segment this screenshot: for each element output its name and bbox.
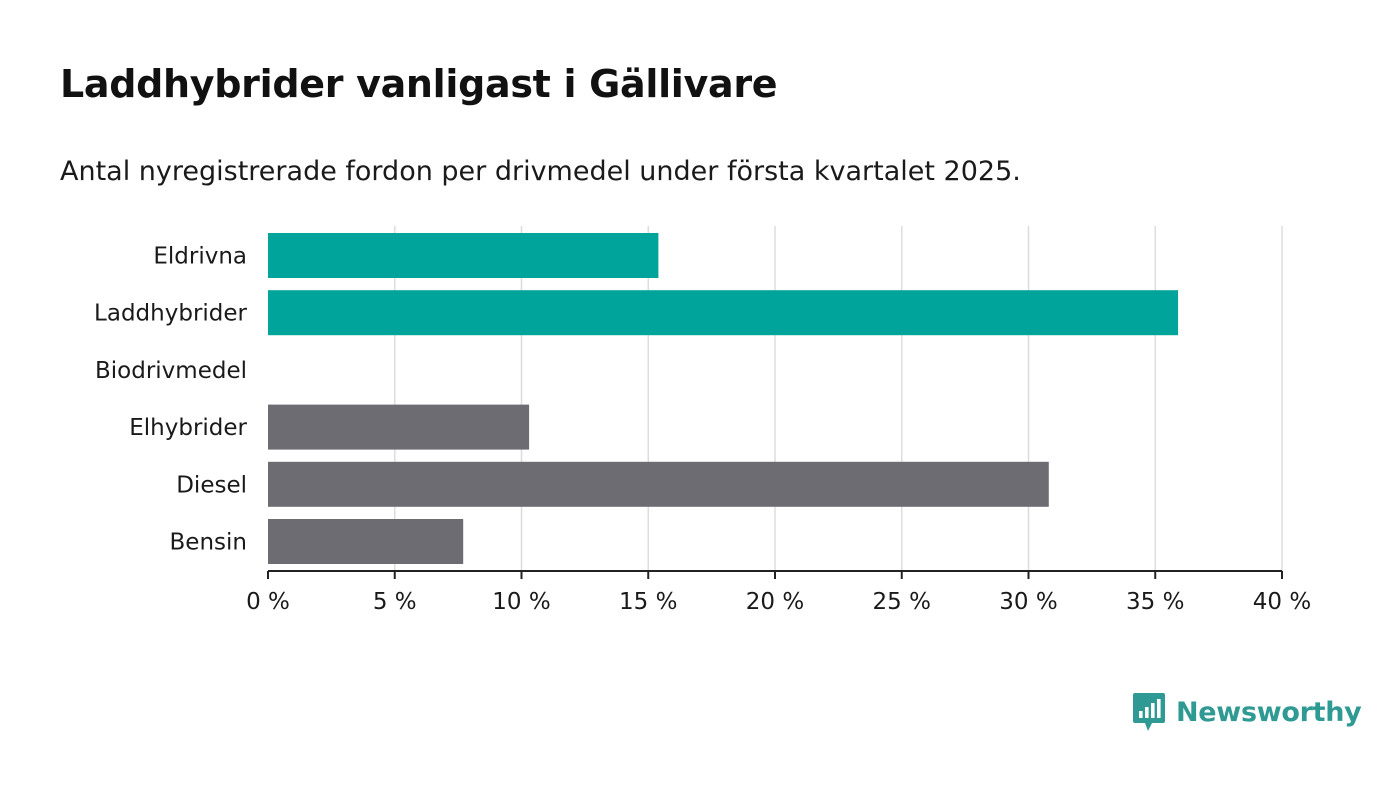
category-label: Diesel	[176, 472, 247, 498]
brand-name: Newsworthy	[1176, 696, 1362, 728]
x-tick-label: 15 %	[619, 589, 677, 615]
bars	[268, 233, 1179, 564]
x-tick-label: 30 %	[999, 589, 1057, 615]
x-tick-label: 25 %	[873, 589, 931, 615]
chart-title: Laddhybrider vanligast i Gällivare	[60, 62, 778, 106]
bar-laddhybrider	[268, 290, 1179, 336]
x-tick-label: 0 %	[246, 589, 290, 615]
category-label: Laddhybrider	[94, 301, 247, 327]
category-labels: Eldrivna Laddhybrider Biodrivmedel Elhybrid…	[94, 244, 247, 556]
bar-elhybrider	[268, 404, 530, 450]
x-axis: 0 % 5 % 10 % 15 % 20 % 25 % 30 % 35 % 40 %	[246, 570, 1311, 615]
newsworthy-logo: Newsworthy	[1132, 692, 1362, 732]
gridlines	[394, 226, 1283, 571]
category-label: Biodrivmedel	[95, 358, 247, 384]
bar-diesel	[268, 461, 1049, 507]
x-tick-label: 5 %	[373, 589, 417, 615]
newsworthy-chat-chart-icon	[1133, 693, 1165, 731]
chart-subtitle: Antal nyregistrerade fordon per drivmede…	[60, 156, 1021, 187]
x-tick-label: 20 %	[746, 589, 804, 615]
category-label: Eldrivna	[153, 244, 247, 270]
bar-bensin	[268, 519, 464, 564]
x-tick-label: 10 %	[492, 589, 550, 615]
bar-eldrivna	[268, 233, 659, 278]
x-tick-label: 35 %	[1126, 589, 1184, 615]
category-label: Elhybrider	[129, 415, 247, 441]
category-label: Bensin	[170, 530, 247, 556]
x-tick-label: 40 %	[1253, 589, 1311, 615]
